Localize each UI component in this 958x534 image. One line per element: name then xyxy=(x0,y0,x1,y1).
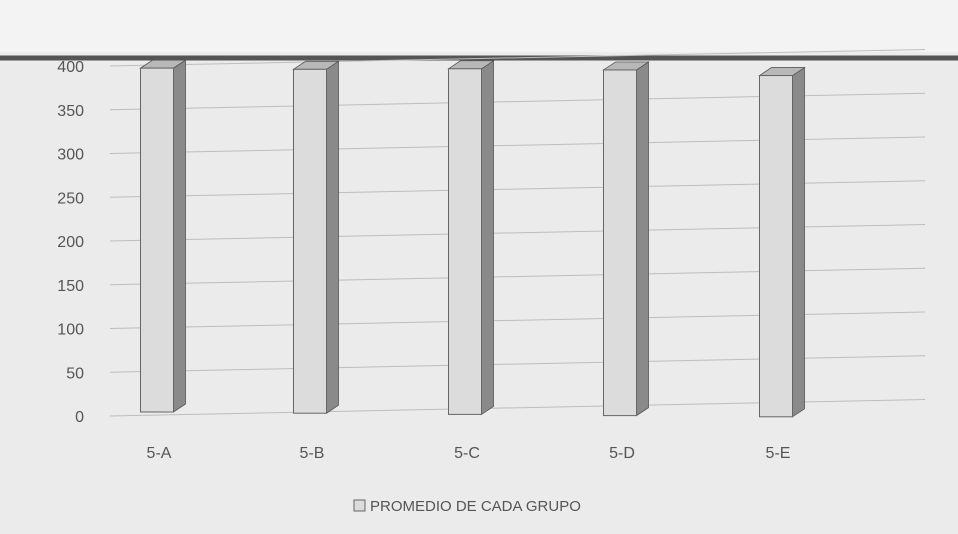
x-tick-label: 5-B xyxy=(300,445,325,462)
bar-front-face xyxy=(293,68,327,414)
top-band xyxy=(0,0,958,52)
x-tick-label: 5-E xyxy=(766,445,791,462)
legend-swatch xyxy=(353,499,366,512)
bar-side-face xyxy=(326,60,339,414)
y-tick-label: 350 xyxy=(57,103,84,120)
y-tick-label: 250 xyxy=(57,190,84,207)
legend: PROMEDIO DE CADA GRUPO xyxy=(353,498,581,515)
bar-front-face xyxy=(140,67,174,413)
x-axis-tick-labels: 5-A 5-B 5-C 5-D 5-E xyxy=(147,445,791,462)
bar xyxy=(292,60,340,414)
x-tick-label: 5-D xyxy=(609,445,635,462)
bar-side-face xyxy=(636,61,649,417)
bar xyxy=(139,59,187,413)
y-tick-label: 300 xyxy=(57,147,84,164)
gridline xyxy=(109,49,926,67)
y-tick-label: 0 xyxy=(75,409,84,426)
bar xyxy=(447,60,495,416)
legend-label: PROMEDIO DE CADA GRUPO xyxy=(370,498,581,515)
x-tick-label: 5-A xyxy=(147,445,172,462)
bar-side-face xyxy=(173,59,186,413)
bar-front-face xyxy=(759,75,793,418)
y-tick-label: 200 xyxy=(57,234,84,251)
bar-front-face xyxy=(603,69,637,417)
x-tick-label: 5-C xyxy=(454,445,480,462)
y-tick-label: 100 xyxy=(57,322,84,339)
bar-front-face xyxy=(448,68,482,415)
bar-side-face xyxy=(792,66,805,418)
bar xyxy=(602,61,650,417)
y-axis-tick-labels: 0 50 100 150 200 250 300 350 400 xyxy=(57,59,84,426)
y-tick-label: 400 xyxy=(57,59,84,76)
y-tick-label: 50 xyxy=(66,365,84,382)
bars xyxy=(139,59,806,418)
bar-side-face xyxy=(481,60,494,416)
y-tick-label: 150 xyxy=(57,278,84,295)
bar xyxy=(758,66,806,418)
